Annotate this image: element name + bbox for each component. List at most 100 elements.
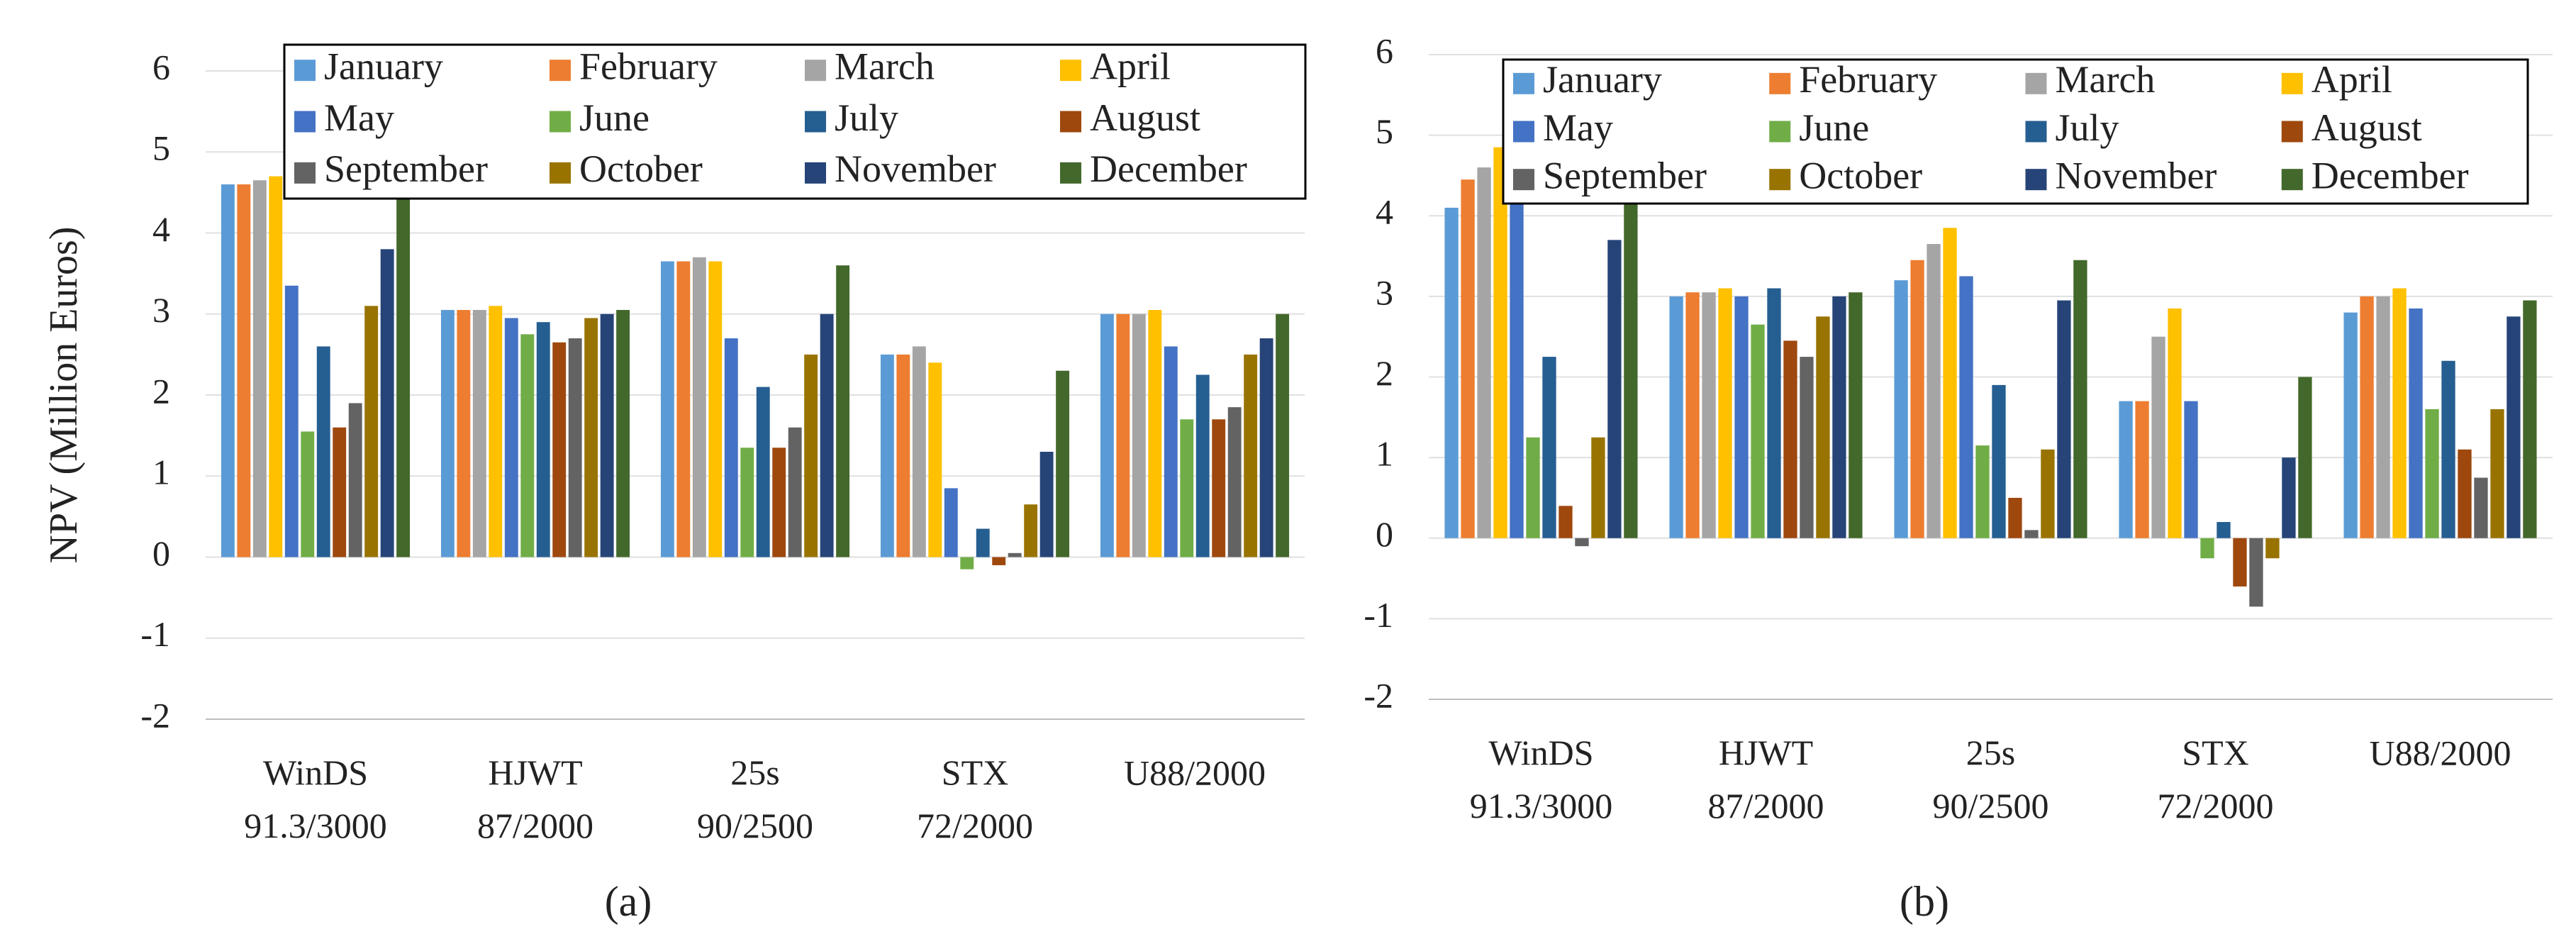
legend-label: October bbox=[579, 148, 703, 190]
legend-box bbox=[283, 43, 1307, 200]
bar bbox=[2392, 288, 2407, 538]
bar bbox=[568, 338, 582, 557]
legend-swatch bbox=[2025, 121, 2047, 143]
bar bbox=[472, 310, 486, 557]
bar bbox=[2474, 477, 2488, 538]
bar bbox=[2360, 296, 2374, 538]
bar bbox=[1685, 292, 1700, 538]
bar bbox=[284, 285, 299, 557]
caption: (b) bbox=[1900, 878, 1949, 925]
bar bbox=[269, 176, 283, 557]
bar bbox=[1718, 288, 1732, 538]
y-tick-label: 0 bbox=[152, 533, 170, 573]
bar bbox=[504, 318, 518, 557]
legend-swatch bbox=[294, 111, 316, 133]
y-tick-label: 5 bbox=[152, 128, 170, 168]
bar bbox=[836, 265, 850, 557]
legend-swatch bbox=[2025, 169, 2047, 191]
legend-swatch bbox=[1513, 72, 1534, 94]
bar bbox=[1212, 419, 1226, 557]
bar bbox=[1244, 354, 1258, 557]
legend-swatch bbox=[2025, 72, 2047, 94]
bar bbox=[1461, 179, 1475, 538]
bar bbox=[1100, 313, 1114, 557]
bar bbox=[1195, 374, 1210, 557]
legend-swatch bbox=[550, 162, 571, 184]
legend-label: October bbox=[1799, 155, 1922, 197]
legend-label: January bbox=[324, 45, 443, 88]
bar bbox=[2507, 316, 2521, 538]
bar bbox=[1575, 538, 1589, 547]
bar bbox=[960, 557, 974, 570]
bar bbox=[1816, 316, 1830, 538]
bar bbox=[788, 427, 802, 557]
bar bbox=[928, 362, 942, 557]
legend-label: February bbox=[579, 45, 718, 88]
legend-swatch bbox=[1513, 121, 1534, 143]
bar bbox=[1132, 313, 1146, 557]
bar bbox=[333, 427, 347, 557]
bar bbox=[992, 557, 1006, 565]
bar bbox=[2041, 449, 2055, 538]
bar bbox=[912, 346, 926, 557]
bar bbox=[1832, 296, 1846, 538]
legend-swatch bbox=[1060, 162, 1081, 184]
bar bbox=[2184, 401, 2198, 538]
bar bbox=[1849, 292, 1863, 538]
legend-swatch bbox=[2281, 169, 2303, 191]
bar bbox=[1669, 296, 1683, 538]
bar bbox=[2217, 522, 2231, 538]
y-tick-label: 1 bbox=[1376, 434, 1393, 474]
bar bbox=[316, 346, 330, 557]
bar bbox=[1624, 199, 1638, 538]
y-tick-label: 4 bbox=[1376, 192, 1393, 232]
bar bbox=[1024, 504, 1038, 557]
bar bbox=[1444, 207, 1459, 538]
legend-label: July bbox=[835, 96, 898, 139]
bar bbox=[1542, 357, 1556, 538]
bar bbox=[1276, 313, 1290, 557]
legend-label: March bbox=[835, 45, 935, 88]
bar bbox=[740, 448, 754, 557]
bar bbox=[1180, 419, 1194, 557]
bar bbox=[2376, 296, 2390, 538]
bar bbox=[1039, 451, 1054, 557]
y-tick-label: 6 bbox=[152, 47, 170, 87]
bar bbox=[1510, 191, 1524, 538]
bar bbox=[1477, 167, 1491, 538]
legend-label: August bbox=[2312, 106, 2422, 149]
bar bbox=[520, 334, 535, 557]
legend-label: July bbox=[2056, 106, 2119, 149]
bar bbox=[2119, 401, 2133, 538]
bar bbox=[2265, 538, 2280, 559]
bar bbox=[1975, 445, 1990, 538]
bar bbox=[676, 261, 691, 557]
bar bbox=[301, 431, 315, 557]
bar bbox=[1751, 324, 1765, 538]
bar bbox=[552, 342, 567, 557]
legend-label: September bbox=[324, 148, 488, 190]
bar bbox=[896, 354, 910, 557]
y-tick-label: 3 bbox=[152, 290, 170, 330]
bar bbox=[2168, 308, 2182, 538]
legend-box bbox=[1502, 58, 2529, 205]
bar bbox=[380, 249, 394, 557]
bar bbox=[820, 313, 834, 557]
bar bbox=[1910, 260, 1924, 538]
bar bbox=[2458, 449, 2472, 538]
bar bbox=[1227, 407, 1242, 557]
bar bbox=[457, 310, 471, 557]
legend-label: February bbox=[1799, 58, 1937, 101]
bar bbox=[600, 313, 614, 557]
bar bbox=[2233, 538, 2247, 587]
legend-swatch bbox=[1060, 111, 1081, 133]
bar bbox=[2343, 312, 2358, 538]
bar bbox=[536, 322, 550, 557]
bar bbox=[584, 318, 598, 557]
bar bbox=[2135, 401, 2149, 538]
bar bbox=[237, 184, 251, 557]
x-tick-label: WinDS 91.3/3000 bbox=[1470, 733, 1612, 826]
bar bbox=[2298, 377, 2312, 538]
bar bbox=[1607, 240, 1622, 538]
bar bbox=[2151, 336, 2165, 538]
